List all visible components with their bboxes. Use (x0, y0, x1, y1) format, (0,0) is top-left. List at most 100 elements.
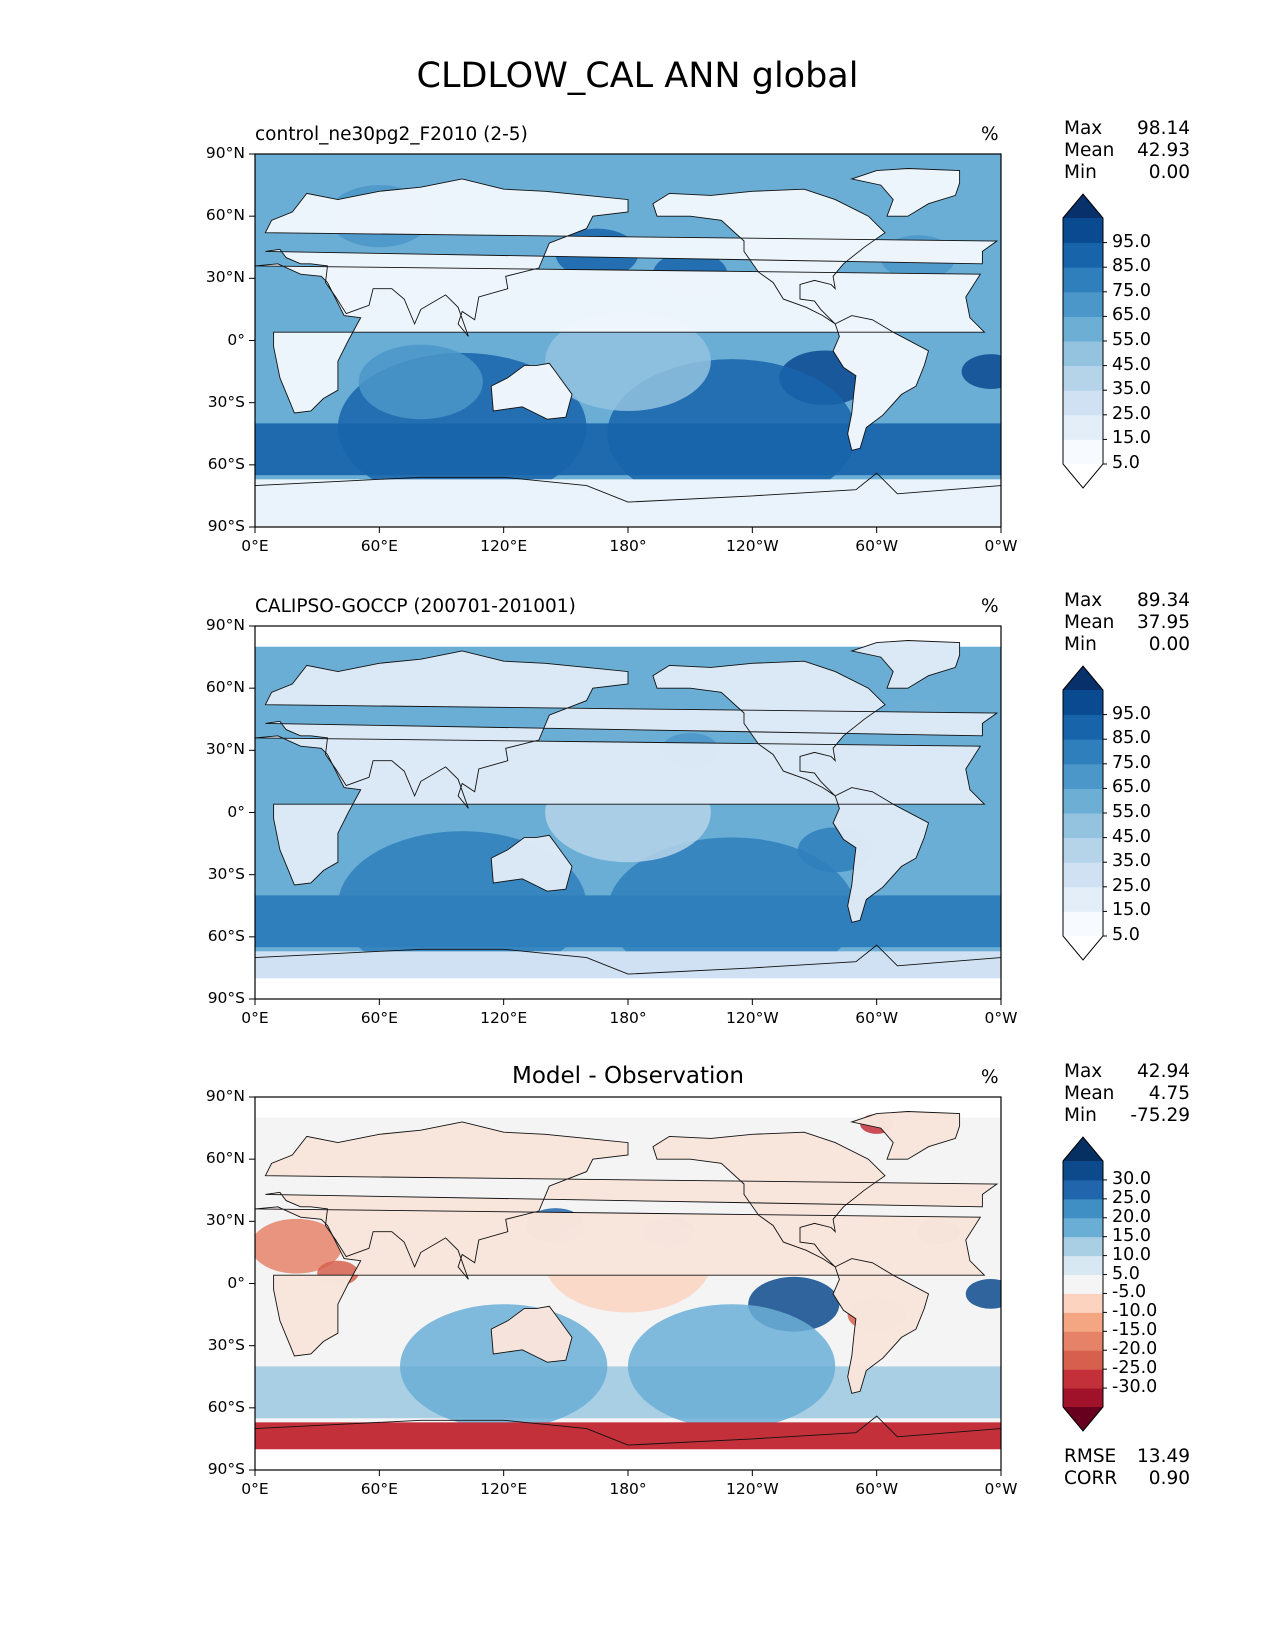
lon-tick-label: 60°W (855, 1009, 899, 1027)
colorbar-segment (1063, 291, 1103, 317)
lon-tick-label: 120°E (480, 537, 528, 555)
no-data-band-south (255, 978, 1001, 999)
colorbar-label: 20.0 (1112, 1206, 1151, 1227)
lon-tick-label: 60°W (855, 1480, 899, 1498)
colorbar-label: -5.0 (1112, 1282, 1147, 1303)
lat-tick-label: 60°S (207, 454, 245, 473)
lon-tick-label: 60°E (360, 1480, 398, 1498)
lon-tick-label: 120°W (725, 537, 779, 555)
colorbar-extend-max (1063, 666, 1103, 690)
southern-ocean-band (255, 1366, 1001, 1419)
map-panel-obs (249, 625, 1002, 1005)
map-panel-diff (249, 1096, 1002, 1476)
land-australia (491, 363, 572, 420)
lat-tick-label: 60°S (207, 1397, 245, 1416)
stat-value: 42.94 (1137, 1061, 1190, 1082)
colorbar-segment (1063, 1236, 1103, 1257)
stat-label: Max (1064, 118, 1103, 139)
colorbar-segment (1063, 414, 1103, 440)
lat-tick-label: 90°S (207, 517, 245, 535)
no-data-band-north (255, 626, 1001, 647)
field-feature (961, 354, 1001, 389)
panel-title: Model - Observation (511, 1063, 745, 1089)
land-north_america (652, 661, 885, 796)
colorbar-label: -15.0 (1112, 1320, 1158, 1341)
colorbar-segment (1063, 690, 1103, 716)
lon-tick-label: 60°E (360, 1009, 398, 1027)
colorbar-label: 55.0 (1112, 330, 1151, 350)
lat-tick-label: 90°N (205, 1087, 245, 1105)
coastline-antarctica (255, 944, 1001, 999)
lat-tick-label: 0° (227, 330, 245, 349)
stat-label: Min (1064, 1105, 1097, 1126)
stat-label: Mean (1064, 612, 1115, 633)
colorbar-segment (1063, 739, 1103, 765)
field-feature (607, 837, 856, 987)
coastline-antarctica (255, 1415, 1001, 1470)
colorbar-diff (1062, 1136, 1107, 1432)
colorbar-label: 30.0 (1112, 1168, 1151, 1189)
colorbar-label: -25.0 (1112, 1358, 1158, 1379)
lat-tick-label: 30°S (207, 392, 245, 411)
field-feature (255, 1218, 343, 1274)
coastline-south_america (832, 315, 930, 451)
lat-tick-label: 30°S (207, 1335, 245, 1354)
land-australia (491, 1306, 572, 1363)
field-feature (545, 311, 711, 411)
lon-tick-label: 180° (609, 1480, 647, 1498)
coastline-australia (490, 1305, 573, 1363)
colorbar-label: 95.0 (1112, 231, 1151, 252)
stat-value: 37.95 (1137, 612, 1190, 633)
coastline-greenland (850, 640, 961, 689)
field-feature (628, 1304, 836, 1429)
coastline-australia (490, 362, 573, 420)
colorbar-label: -10.0 (1112, 1301, 1158, 1322)
stat-value: 98.14 (1137, 118, 1190, 139)
coastline-south_america (832, 1258, 930, 1394)
colorbar-label: 45.0 (1112, 354, 1151, 375)
colorbar-segment (1063, 813, 1103, 839)
colorbar-segment (1063, 390, 1103, 416)
lat-tick-label: 60°S (207, 926, 245, 945)
field-feature (965, 1278, 1001, 1309)
colorbar-label: 65.0 (1112, 777, 1151, 798)
colorbar-extend-min (1063, 1407, 1103, 1431)
lon-tick-label: 0°W (984, 1480, 1018, 1498)
coastline-africa (255, 735, 986, 886)
lat-tick-label: 30°N (205, 268, 245, 287)
rmse-label: CORR (1064, 1468, 1118, 1489)
colorbar-extend-min (1063, 936, 1103, 960)
colorbar-label: 85.0 (1112, 256, 1151, 277)
colorbar-label: 45.0 (1112, 826, 1151, 847)
stat-value: 89.34 (1137, 590, 1190, 611)
colorbar-segment (1063, 1312, 1103, 1332)
colorbar-segment (1063, 341, 1103, 367)
lat-tick-label: 0° (227, 1273, 245, 1292)
stat-value: 0.00 (1148, 162, 1190, 183)
stat-label: Mean (1064, 140, 1115, 161)
coastline-africa (255, 263, 986, 414)
colorbar-segment (1063, 1274, 1103, 1294)
land-south_america (833, 315, 929, 451)
colorbar-label: 35.0 (1112, 379, 1151, 400)
lon-tick-label: 60°W (855, 537, 899, 555)
coastline-europe_asia (264, 178, 999, 337)
lon-tick-label: 180° (609, 1009, 647, 1027)
lon-tick-label: 0°E (241, 537, 269, 555)
land-north_america (652, 1132, 885, 1267)
lat-tick-label: 60°N (205, 206, 245, 225)
colorbar-segment (1063, 788, 1103, 814)
rmse-value: 0.90 (1148, 1468, 1190, 1489)
colorbar-segment (1063, 911, 1103, 937)
colorbar-extend-max (1063, 1137, 1103, 1161)
colorbar-label: 55.0 (1112, 802, 1151, 822)
colorbar-label: 25.0 (1112, 403, 1151, 424)
lat-tick-label: 60°N (205, 1149, 245, 1168)
coastline-africa (255, 1206, 986, 1357)
lat-tick-label: 30°N (205, 1211, 245, 1230)
panel-title: control_ne30pg2_F2010 (2-5) (255, 124, 528, 145)
units-label: % (981, 1067, 999, 1088)
colorbar-segment (1063, 267, 1103, 293)
coastline-europe_asia (264, 1121, 999, 1280)
panel-title: CALIPSO-GOCCP (200701-201001) (255, 596, 576, 617)
